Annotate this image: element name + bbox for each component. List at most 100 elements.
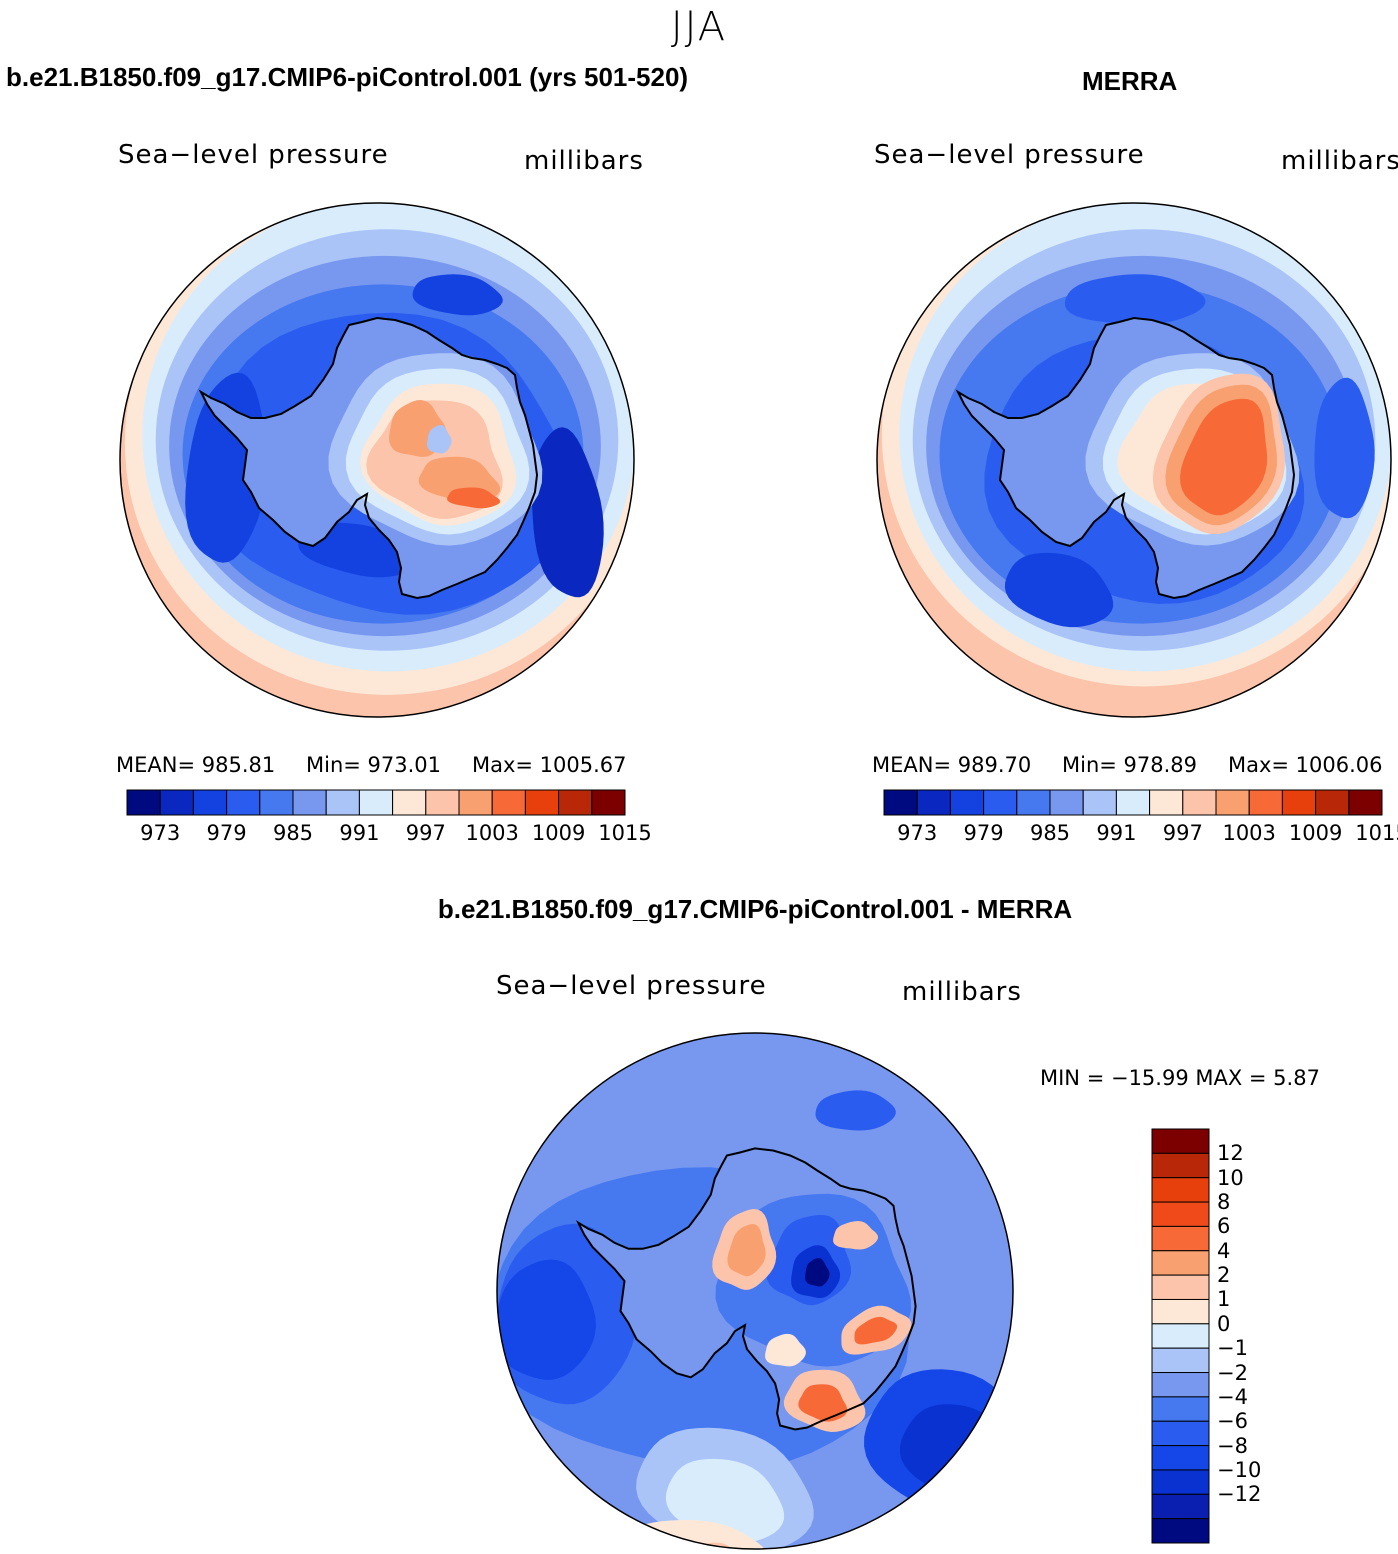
colorbar-box — [1151, 1347, 1210, 1374]
colorbar-tick-label: 985 — [1029, 821, 1071, 845]
panel3-map-group — [496, 1032, 1014, 1550]
coastline — [198, 316, 539, 600]
colorbar-box — [883, 789, 918, 816]
coastline — [955, 316, 1296, 600]
colorbar-tick-label: 997 — [1162, 821, 1203, 845]
colorbar-box — [1016, 789, 1051, 816]
colorbar-box — [1151, 1128, 1210, 1154]
panel2-colorbar — [883, 789, 1383, 816]
panel1-variable-label: Sea−level pressure — [118, 140, 389, 170]
main-title: JJA — [670, 4, 728, 50]
colorbar-box — [1348, 789, 1383, 816]
panel1-max: Max= 1005.67 — [472, 753, 627, 777]
panel3-title: b.e21.B1850.f09_g17.CMIP6-piControl.001 … — [437, 894, 1073, 924]
colorbar-tick-label: 1 — [1217, 1287, 1231, 1312]
colorbar-tick-label: 10 — [1217, 1165, 1244, 1190]
colorbar-tick-label: −12 — [1217, 1482, 1262, 1507]
panel2-units-label: millibars — [1281, 146, 1398, 176]
colorbar-box — [325, 789, 360, 816]
colorbar-box — [558, 789, 593, 816]
colorbar-box — [358, 789, 394, 816]
colorbar-tick-label: −4 — [1217, 1384, 1248, 1409]
colorbar-tick-label: 979 — [206, 821, 247, 845]
colorbar-tick-label: 991 — [339, 821, 380, 845]
low-center — [427, 425, 452, 454]
colorbar-box — [1248, 789, 1283, 816]
colorbar-box — [1115, 789, 1151, 816]
low-center — [412, 274, 503, 316]
colorbar-box — [983, 789, 1018, 816]
colorbar-box — [1049, 789, 1084, 816]
panel3-minmax: MIN = −15.99 MAX = 5.87 — [1040, 1066, 1320, 1090]
colorbar-tick-label: 991 — [1096, 821, 1137, 845]
colorbar-box — [1151, 1323, 1210, 1349]
colorbar-tick-label: 8 — [1217, 1190, 1231, 1215]
colorbar-tick-label: 985 — [272, 821, 314, 845]
colorbar-tick-label: 0 — [1217, 1311, 1231, 1336]
colorbar-box — [1315, 789, 1350, 816]
colorbar-tick-label: 12 — [1217, 1141, 1244, 1166]
panel3-colorbar — [1151, 1128, 1210, 1544]
colorbar-tick-label: 1015 — [598, 821, 652, 845]
panel2-mean: MEAN= 989.70 — [872, 753, 1032, 777]
colorbar-tick-label: 1003 — [1222, 821, 1276, 845]
high-center — [447, 487, 501, 509]
low-center — [805, 1258, 830, 1287]
coastline — [575, 1147, 917, 1431]
colorbar-tick-label: −2 — [1217, 1360, 1248, 1385]
colorbar-box — [1149, 789, 1184, 816]
colorbar-box — [425, 789, 460, 816]
colorbar-box — [591, 789, 626, 816]
high-center — [854, 1316, 898, 1345]
colorbar-tick-label: 979 — [963, 821, 1004, 845]
colorbar-box — [1151, 1469, 1210, 1495]
low-center — [1064, 274, 1206, 325]
colorbar-tick-label: −10 — [1217, 1457, 1262, 1482]
colorbar-box — [1082, 789, 1117, 816]
colorbar-box — [491, 789, 526, 816]
panel2-title: MERRA — [1082, 66, 1178, 96]
colorbar-box — [916, 789, 951, 816]
colorbar-box — [1215, 789, 1250, 816]
low-center — [815, 1090, 896, 1131]
colorbar-box — [1151, 1298, 1210, 1325]
colorbar-box — [949, 789, 985, 816]
colorbar-tick-label: 1009 — [1288, 821, 1343, 845]
panel2-map-group — [876, 202, 1392, 718]
colorbar-box — [192, 789, 228, 816]
low-center — [1004, 552, 1114, 628]
colorbar-tick-label: −8 — [1217, 1433, 1248, 1458]
colorbar-box — [126, 789, 161, 816]
panel1-map-group — [119, 202, 635, 718]
colorbar-box — [1151, 1274, 1210, 1300]
panel2-min: Min= 978.89 — [1062, 753, 1198, 777]
colorbar-tick-label: 4 — [1217, 1238, 1231, 1263]
colorbar-tick-label: 997 — [405, 821, 446, 845]
panel1-min: Min= 973.01 — [306, 753, 442, 777]
colorbar-box — [1151, 1225, 1210, 1252]
colorbar-box — [458, 789, 493, 816]
colorbar-box — [159, 789, 194, 816]
colorbar-box — [524, 789, 560, 816]
map-border — [496, 1032, 1014, 1550]
colorbar-box — [1151, 1250, 1210, 1276]
colorbar-tick-label: 1003 — [465, 821, 519, 845]
colorbar-box — [1151, 1372, 1210, 1398]
colorbar-box — [1151, 1518, 1210, 1544]
colorbar-box — [1151, 1201, 1210, 1227]
colorbar-box — [392, 789, 427, 816]
panel3-units-label: millibars — [902, 977, 1022, 1007]
panel1-title: b.e21.B1850.f09_g17.CMIP6-piControl.001 … — [6, 62, 689, 92]
high-center — [1180, 398, 1268, 516]
panel2-max: Max= 1006.06 — [1228, 753, 1383, 777]
panel1-units-label: millibars — [524, 146, 644, 176]
colorbar-box — [1281, 789, 1317, 816]
panel3-variable-label: Sea−level pressure — [496, 971, 767, 1001]
high-center — [798, 1384, 848, 1422]
high-center — [727, 1224, 766, 1277]
high-center — [833, 1221, 878, 1250]
panel1-mean: MEAN= 985.81 — [116, 753, 276, 777]
colorbar-tick-label: 6 — [1217, 1214, 1231, 1239]
colorbar-tick-label: 973 — [140, 821, 181, 845]
